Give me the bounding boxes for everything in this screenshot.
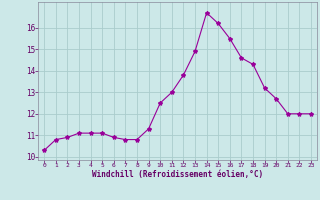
X-axis label: Windchill (Refroidissement éolien,°C): Windchill (Refroidissement éolien,°C)	[92, 170, 263, 179]
